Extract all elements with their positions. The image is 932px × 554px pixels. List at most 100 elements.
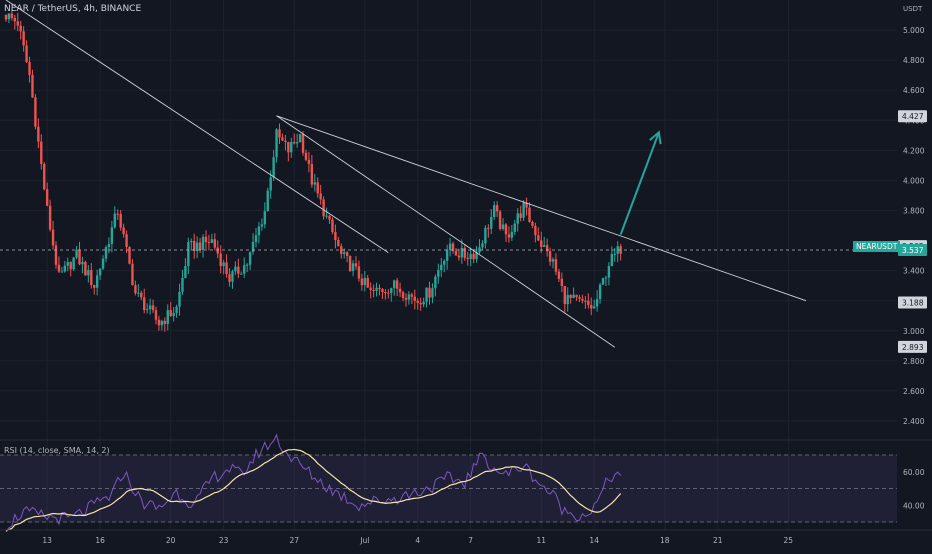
candle-body: [301, 134, 305, 153]
candle-body: [107, 243, 111, 248]
candle-body: [560, 278, 564, 287]
grid-layer: [0, 0, 897, 530]
candle-body: [348, 255, 352, 271]
candle-body: [513, 223, 516, 232]
candle-body: [110, 227, 114, 244]
candle-body: [134, 285, 137, 294]
candle-body: [148, 305, 152, 310]
candle-body: [290, 142, 293, 153]
price-tick-label: 3.000: [903, 327, 925, 336]
candle-body: [434, 276, 437, 289]
candle-body: [595, 299, 599, 307]
candle-body: [498, 211, 502, 229]
candle-body: [216, 247, 219, 254]
candle-body: [604, 277, 608, 279]
candle-body: [437, 270, 440, 277]
candle-body: [384, 292, 387, 294]
candle-body: [601, 278, 605, 285]
time-tick-label: 14: [589, 536, 599, 545]
candles-layer: [4, 10, 622, 332]
candle-body: [266, 190, 269, 212]
candle-body: [284, 140, 287, 142]
candle-body: [422, 301, 425, 305]
price-label-box: [898, 340, 927, 353]
candle-body: [19, 25, 22, 32]
candle-body: [278, 129, 281, 138]
candle-body: [457, 255, 461, 258]
candle-body: [4, 14, 8, 20]
candle-body: [143, 297, 146, 311]
candle-body: [75, 249, 78, 258]
candle-body: [13, 17, 17, 22]
candle-body: [310, 163, 314, 185]
candle-body: [16, 21, 19, 26]
candle-body: [487, 227, 490, 229]
candle-body: [281, 137, 284, 141]
candle-body: [198, 242, 202, 250]
candle-body: [398, 288, 402, 293]
candle-body: [360, 278, 364, 286]
candle-body: [228, 274, 231, 282]
candle-body: [369, 287, 372, 291]
candle-body: [493, 205, 496, 218]
candle-body: [351, 263, 355, 271]
candle-body: [251, 241, 255, 252]
candle-body: [248, 251, 252, 265]
breakout-arrow: [619, 131, 660, 235]
price-tick-label: 2.800: [903, 357, 925, 366]
candle-body: [210, 239, 214, 243]
candle-body: [445, 249, 449, 261]
time-tick-label: 21: [713, 536, 723, 545]
candle-body: [98, 268, 102, 276]
rsi-line: [5, 433, 622, 532]
candle-body: [25, 45, 28, 62]
candle-body: [319, 193, 322, 200]
candle-body: [154, 310, 158, 320]
price-label-text: 2.893: [902, 343, 924, 352]
candle-body: [366, 277, 369, 288]
candle-body: [178, 291, 181, 307]
candle-body: [160, 320, 164, 326]
candle-body: [475, 252, 478, 260]
candle-body: [201, 236, 205, 250]
rsi-title: RSI (14, close, SMA, 14, 2): [4, 446, 110, 455]
candle-body: [331, 219, 334, 232]
price-tick-label: 2.400: [903, 417, 925, 426]
trendline-lower-support: [276, 115, 616, 348]
time-tick-label: 16: [95, 536, 105, 545]
time-tick-label: 4: [415, 536, 420, 545]
rsi-tick-label: 40.00: [903, 501, 925, 510]
current-price-text: 3.537: [902, 246, 924, 255]
candle-body: [478, 247, 481, 253]
candle-body: [78, 249, 81, 265]
candle-body: [60, 271, 64, 273]
candle-body: [219, 253, 222, 267]
candle-body: [401, 292, 405, 298]
candle-body: [507, 234, 511, 238]
candle-body: [122, 227, 125, 235]
candle-body: [413, 296, 416, 301]
candle-body: [54, 245, 58, 265]
candle-body: [407, 294, 411, 300]
candle-body: [34, 97, 37, 127]
candle-body: [293, 142, 296, 144]
candle-body: [137, 292, 140, 294]
candle-body: [40, 141, 43, 164]
time-axis: 13 16 20 23 27 Jul 4 7 11 14 18 21 25: [0, 529, 932, 545]
candle-body: [231, 271, 234, 282]
price-label-text: 4.427: [902, 112, 924, 121]
candle-body: [578, 297, 581, 299]
candle-body: [495, 205, 499, 212]
candle-body: [375, 287, 378, 291]
candle-body: [254, 235, 258, 242]
candle-body: [566, 294, 569, 305]
candle-body: [343, 252, 346, 254]
candle-body: [272, 157, 275, 178]
candle-body: [610, 253, 614, 267]
candle-body: [460, 247, 464, 258]
price-tick-label: 4.600: [903, 86, 925, 95]
candle-body: [557, 271, 561, 279]
candle-body: [590, 304, 593, 309]
